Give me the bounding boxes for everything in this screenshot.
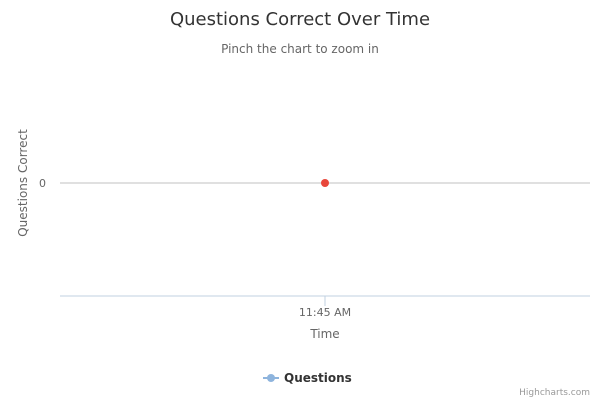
- legend-item[interactable]: Questions: [263, 371, 352, 385]
- data-point[interactable]: [321, 179, 329, 187]
- chart-subtitle: Pinch the chart to zoom in: [221, 42, 379, 56]
- legend-marker-icon: [267, 374, 275, 382]
- y-tick-label: 0: [39, 177, 46, 190]
- legend-label: Questions: [284, 371, 352, 385]
- credits-link[interactable]: Highcharts.com: [519, 388, 590, 398]
- x-axis-title: Time: [309, 327, 339, 341]
- x-tick-label: 11:45 AM: [299, 306, 351, 319]
- plot-area[interactable]: [60, 179, 590, 306]
- y-axis-title: Questions Correct: [16, 129, 30, 237]
- chart-title: Questions Correct Over Time: [170, 9, 430, 30]
